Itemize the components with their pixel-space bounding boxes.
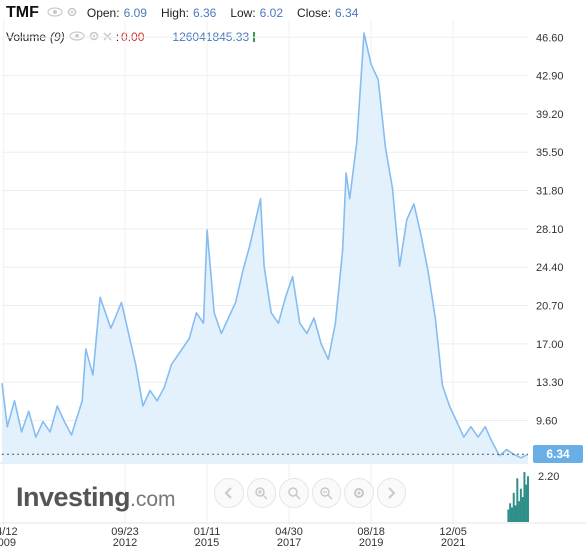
last-price-marker: 6.34: [533, 445, 583, 464]
zoom-out-icon[interactable]: [311, 478, 341, 508]
high-value: 6.36: [192, 6, 217, 20]
settings-gear-icon[interactable]: [89, 30, 99, 44]
volume-bar: [514, 505, 517, 522]
x-tick-year: 2015: [195, 537, 219, 549]
x-tick-year: 2019: [359, 537, 383, 549]
volume-axis-label: 2.20: [538, 471, 559, 483]
y-tick-label: 42.90: [536, 71, 564, 83]
zoom-in-icon[interactable]: [246, 478, 276, 508]
y-tick-label: 46.60: [536, 32, 564, 44]
x-tick-label: 12/05: [439, 526, 467, 538]
volume-bar: [525, 484, 528, 522]
y-tick-label: 17.00: [536, 339, 564, 351]
low-label: Low:: [230, 6, 256, 20]
visibility-eye-icon[interactable]: [47, 6, 63, 20]
volume-bar: [510, 507, 513, 522]
arrow-right-icon[interactable]: [376, 478, 406, 508]
volume-panel: 2.20: [0, 471, 586, 524]
x-tick-label: 04/30: [275, 526, 303, 538]
close-value: 6.34: [335, 6, 359, 20]
close-icon[interactable]: [103, 30, 112, 44]
y-tick-label: 24.40: [536, 262, 564, 274]
volume-bar: [521, 497, 524, 522]
investing-logo: Investing.com: [16, 482, 176, 513]
chart-toolbar: [214, 478, 406, 508]
y-axis: 46.60 42.90 39.20 35.50 31.80 28.10 24.40 20.70…: [536, 32, 564, 427]
y-tick-label: 9.60: [536, 416, 557, 428]
x-tick-label: 04/12: [0, 526, 18, 538]
symbol-label: TMF: [6, 4, 39, 21]
y-tick-label: 39.20: [536, 109, 564, 121]
price-line: [1, 32, 529, 459]
x-tick-year: 2012: [113, 537, 137, 549]
volume-bar: [512, 492, 515, 522]
logo-suffix: .com: [130, 488, 176, 511]
y-tick-label: 31.80: [536, 186, 564, 198]
close-label: Close:: [297, 6, 332, 20]
price-area-fill: [2, 33, 528, 463]
arrow-left-icon[interactable]: [214, 478, 244, 508]
volume-bar: [519, 488, 522, 522]
open-label: Open:: [86, 6, 120, 20]
ohlc-legend: TMF Open: 6.09 High: 6.36 Low: 6.02 Clos…: [6, 4, 366, 22]
high-label: High:: [160, 6, 189, 20]
settings-icon[interactable]: [344, 478, 374, 508]
x-tick-label: 09/23: [111, 526, 139, 538]
volume-bar: [516, 478, 519, 522]
volume-bar: [507, 509, 510, 522]
y-tick-label: 28.10: [536, 224, 564, 236]
zoom-reset-icon[interactable]: [279, 478, 309, 508]
x-tick-year: 2021: [441, 537, 465, 549]
x-tick-year: 2017: [277, 537, 301, 549]
price-area: [1, 32, 529, 463]
x-tick-label: 01/11: [194, 526, 221, 538]
low-value: 6.02: [259, 6, 284, 20]
volume-bar: [509, 503, 512, 522]
y-tick-label: 13.30: [536, 377, 564, 389]
open-value: 6.09: [123, 6, 147, 20]
logo-name: Investing: [16, 482, 131, 512]
settings-gear-icon[interactable]: [67, 6, 77, 20]
volume-bar: [527, 476, 529, 522]
volume-bar: [523, 472, 526, 522]
y-tick-label: 20.70: [536, 301, 564, 313]
volume-bar: [518, 501, 521, 522]
x-tick-label: 08/18: [357, 526, 385, 538]
y-tick-label: 35.50: [536, 147, 564, 159]
